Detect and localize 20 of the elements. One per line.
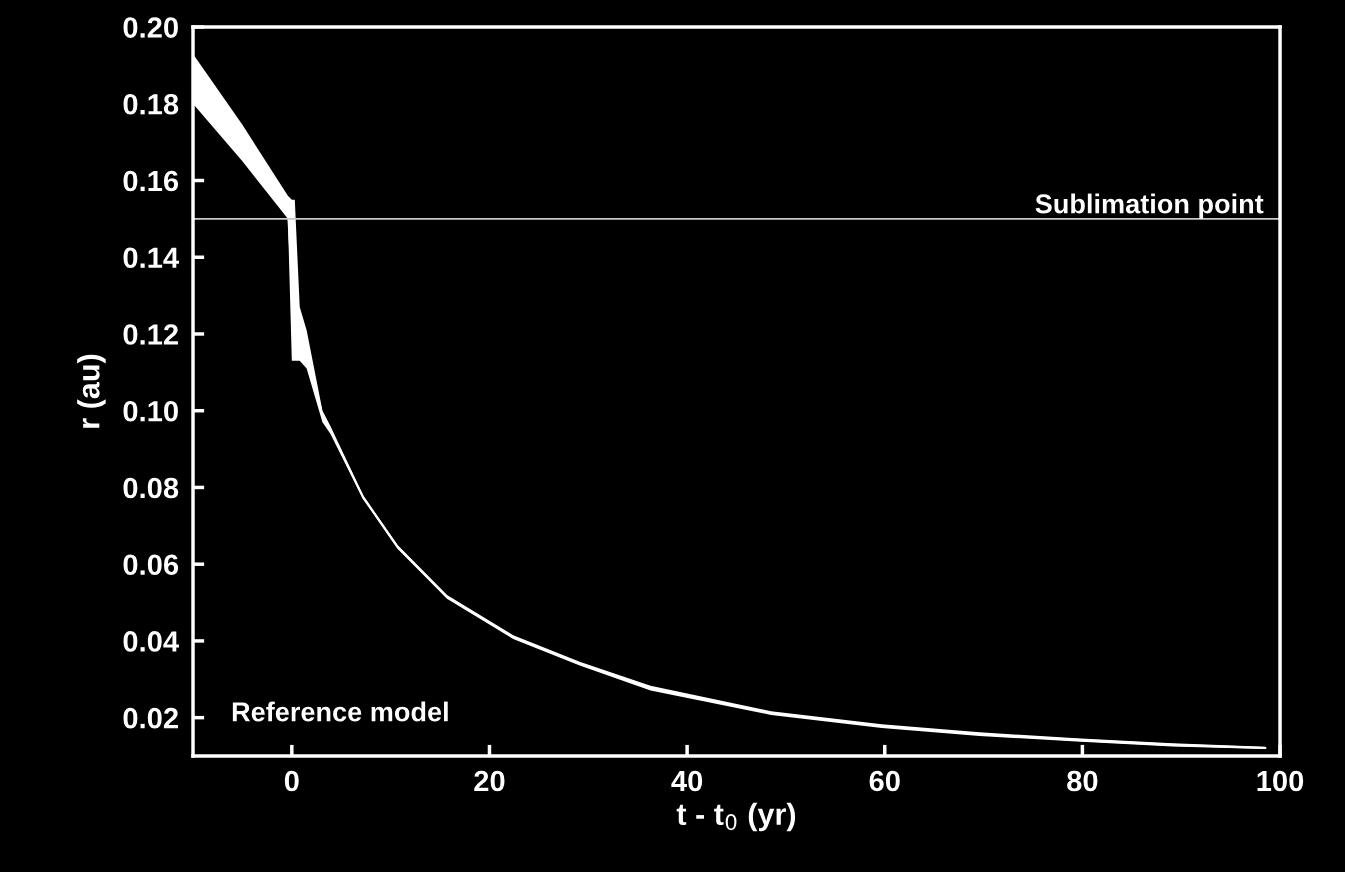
y-tick-label: 0.06 xyxy=(123,554,179,576)
annotation: Reference model xyxy=(232,701,448,722)
x-axis-title: t - t$_{0}$ (yr) xyxy=(676,802,796,832)
y-tick-label: 0.12 xyxy=(123,324,178,345)
y-tick-label: 0.02 xyxy=(123,707,178,729)
x-tick-label: 60 xyxy=(869,770,900,792)
y-tick-label: 0.08 xyxy=(123,477,179,499)
x-tick-label: 80 xyxy=(1067,770,1098,792)
x-tick-label: 0 xyxy=(284,770,299,792)
ref-line-label: Sublimation point xyxy=(1035,193,1264,219)
y-tick-label: 0.16 xyxy=(123,170,179,192)
y-tick-label: 0.20 xyxy=(123,17,178,38)
y-tick-label: 0.14 xyxy=(123,247,179,269)
y-tick-label: 0.10 xyxy=(123,400,178,422)
y-axis-title: r (au) xyxy=(77,354,106,428)
x-tick-label: 100 xyxy=(1257,770,1304,792)
y-tick-label: 0.18 xyxy=(123,93,179,115)
y-tick-label: 0.04 xyxy=(123,631,179,652)
x-tick-label: 20 xyxy=(474,770,505,792)
x-tick-label: 40 xyxy=(671,770,703,792)
